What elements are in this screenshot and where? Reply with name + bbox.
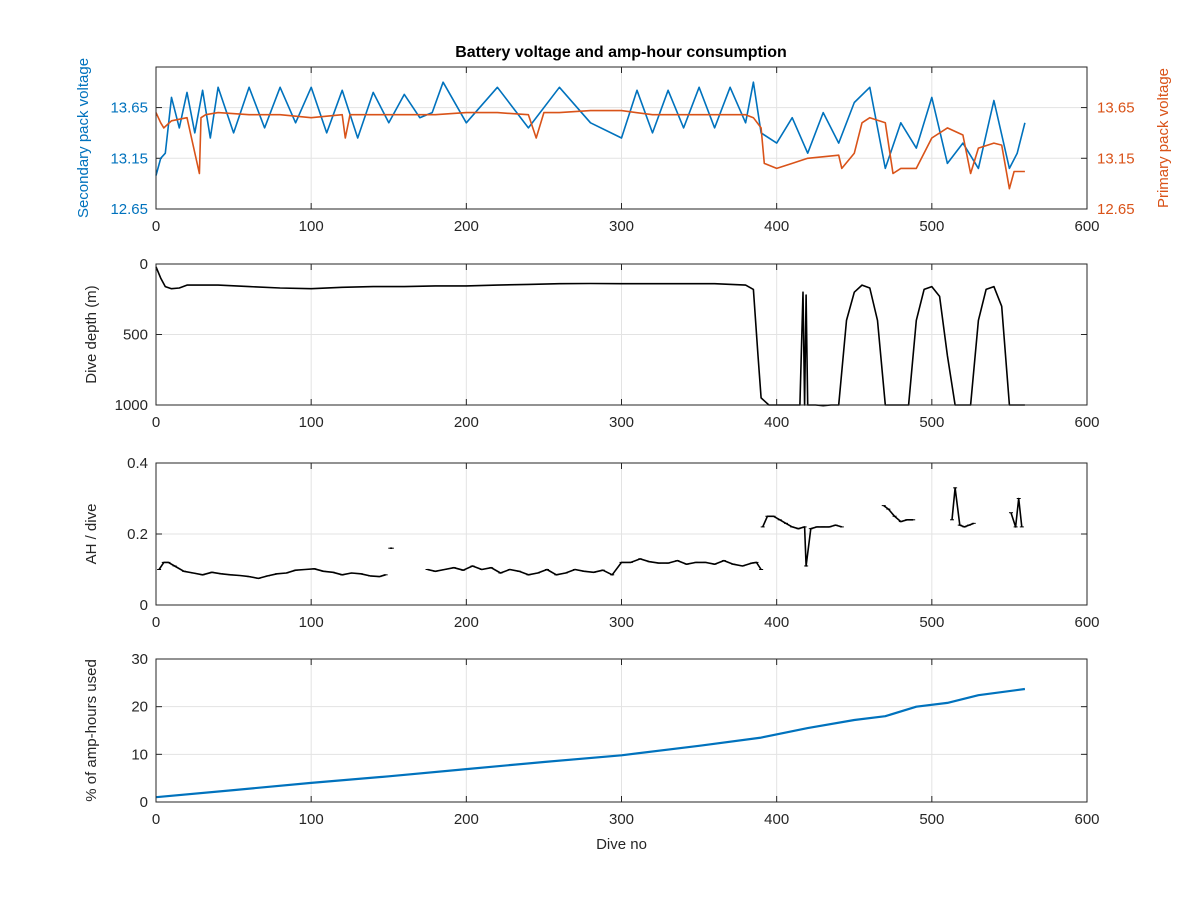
primary-pack-voltage-line: [155, 109, 1025, 190]
y-tick-label: 0: [140, 256, 148, 273]
x-tick-label: 200: [454, 218, 479, 235]
x-tick-label: 500: [919, 218, 944, 235]
y-tick-label: 0.4: [127, 455, 148, 472]
chart-panel-1: 0 100 200 300 400 500 60012.6513.1513.6512.651…: [75, 58, 1172, 235]
axes-box: [155, 462, 1088, 606]
x-tick-label: 200: [454, 614, 479, 631]
x-tick-label: 300: [609, 414, 634, 431]
y-axis-label: % of amp-hours used: [83, 659, 100, 802]
x-tick-label: 100: [299, 218, 324, 235]
x-tick-label: 400: [764, 811, 789, 828]
y-tick-label: 10: [131, 746, 148, 763]
x-tick-label: 500: [919, 414, 944, 431]
y-tick-label: 12.65: [110, 201, 148, 218]
axes-box: [155, 658, 1088, 803]
x-tick-label: 600: [1074, 811, 1099, 828]
x-tick-label: 600: [1074, 614, 1099, 631]
y-tick-label: 0: [140, 794, 148, 811]
chart-panel-4: 0 100 200 300 400 500 600 0 10 20 30 % of amp-hours…: [83, 651, 1100, 853]
x-tick-label: 100: [299, 614, 324, 631]
x-tick-label: 400: [764, 218, 789, 235]
y-right-tick-label: 13.15: [1097, 150, 1135, 167]
x-tick-label: 200: [454, 414, 479, 431]
x-tick-label: 100: [299, 811, 324, 828]
y-right-tick-label: 12.65: [1097, 201, 1135, 218]
series-line-1: [155, 266, 1025, 407]
y-tick-label: 13.65: [110, 100, 148, 117]
x-tick-label: 400: [764, 414, 789, 431]
x-tick-label: 0: [152, 811, 160, 828]
y-tick-label: 20: [131, 699, 148, 716]
y-right-tick-label: 13.65: [1097, 100, 1135, 117]
y-tick-label: 30: [131, 651, 148, 668]
y-tick-label: 13.15: [110, 150, 148, 167]
y-tick-label: 0: [140, 597, 148, 614]
x-tick-label: 0: [152, 414, 160, 431]
y-tick-label: 500: [123, 327, 148, 344]
chart-panel-2: 0 100 200 300 400 500 600 0 500 1000 Dive depth (m…: [83, 256, 1100, 431]
x-tick-label: 300: [609, 614, 634, 631]
series-line-7: [1010, 497, 1023, 528]
axes-box: [155, 263, 1088, 406]
x-tick-label: 300: [609, 811, 634, 828]
chart-title: Battery voltage and amp-hour consumption: [455, 44, 787, 61]
axes-box: [155, 66, 1088, 210]
x-tick-label: 200: [454, 811, 479, 828]
chart-panel-3: 0 100 200 300 400 500 600 0 0.2 0.4 AH / dive: [83, 455, 1100, 631]
x-tick-label: 100: [299, 414, 324, 431]
y-axis-label: Dive depth (m): [83, 285, 100, 383]
x-axis-label: Dive no: [596, 836, 647, 853]
y-tick-label: 1000: [115, 397, 148, 414]
series-line-1: [155, 687, 1026, 799]
x-tick-label: 500: [919, 811, 944, 828]
x-tick-label: 500: [919, 614, 944, 631]
y-tick-label: 0.2: [127, 526, 148, 543]
x-tick-label: 400: [764, 614, 789, 631]
y-right-axis-label: Primary pack voltage: [1155, 68, 1172, 208]
x-tick-label: 600: [1074, 218, 1099, 235]
x-tick-label: 0: [152, 614, 160, 631]
y-axis-label: AH / dive: [83, 504, 100, 565]
x-tick-label: 300: [609, 218, 634, 235]
x-tick-label: 0: [152, 218, 160, 235]
y-axis-label: Secondary pack voltage: [75, 58, 92, 218]
x-tick-label: 600: [1074, 414, 1099, 431]
